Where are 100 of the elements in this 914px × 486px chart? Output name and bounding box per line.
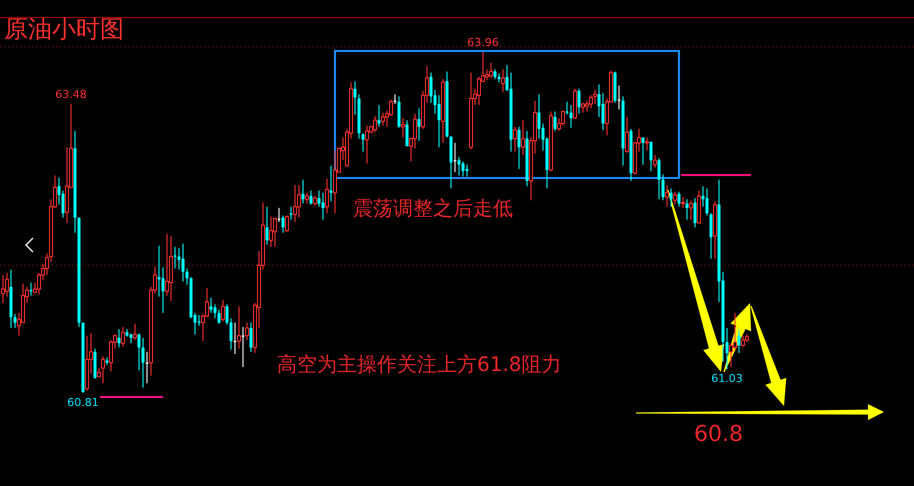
candlestick [578,88,580,114]
candlestick [581,102,585,114]
candlestick [242,326,244,368]
candlestick [365,125,369,164]
candlestick [278,207,280,222]
candlestick [318,190,320,208]
candlestick [378,104,380,128]
candlestick [297,184,301,218]
candlestick [381,112,385,126]
candlestick [710,212,712,260]
candlestick [665,184,669,208]
candlestick [658,158,660,200]
candlestick [566,101,568,116]
candlestick [686,198,688,220]
candlestick [741,335,745,347]
candlestick [133,323,137,340]
candlestick [689,200,693,220]
candlestick [330,165,332,202]
candlestick [130,332,132,344]
candlestick [513,126,517,152]
candlestick [670,188,672,208]
candlestick [305,192,309,204]
candlestick [158,245,160,298]
candlestick [62,190,64,218]
candlestick [210,297,212,314]
candlestick [454,142,456,173]
candlestick [593,89,597,104]
candlestick [430,72,432,104]
candlestick [570,104,572,128]
candlestick [362,132,364,152]
candlestick [394,94,396,104]
candlestick [285,214,289,232]
candlestick [198,314,200,326]
candlestick [218,309,220,324]
candlestick [706,188,708,216]
chart-title: 原油小时图 [4,15,124,43]
candlestick [462,160,464,177]
candlestick [466,164,468,177]
candlestick [678,191,680,208]
candlestick [521,120,525,156]
candlestick [354,80,356,116]
candlestick [186,268,188,286]
candlestick [266,206,268,246]
candlestick [302,179,304,204]
candlestick [245,322,249,340]
candlestick [653,154,657,168]
candlestick [237,306,241,350]
annotation: 63.48 [55,88,87,101]
annotation: 60.81 [67,396,99,409]
candlestick [642,137,644,166]
candlestick [673,191,677,206]
annotation: 61.03 [711,372,743,386]
candlestick [681,196,685,208]
candlestick [625,116,629,154]
candlestick [290,206,292,220]
candlestick [178,247,180,270]
candlestick [406,120,408,147]
candlestick [293,184,297,222]
candlestick [226,304,228,326]
candlestick [162,266,164,314]
candlestick [313,195,317,206]
annotation: 震荡调整之后走低 [353,196,513,220]
candlestick [458,156,460,176]
candlestick [273,217,277,248]
candlestick [333,150,337,214]
candlestick [214,304,216,319]
candlestick [618,85,620,110]
candlestick [234,322,236,355]
candlestick [325,178,329,214]
candlestick [554,111,556,132]
annotation: 63.96 [467,36,499,49]
candlestick [645,137,649,152]
candlestick [14,313,16,329]
candlestick [650,141,652,172]
candlestick [269,216,273,248]
candlestick [538,94,540,140]
candlestick [489,62,493,78]
candlestick [138,332,140,371]
candlestick [401,118,405,138]
candlestick [438,94,440,148]
candlestick [142,337,144,388]
candlestick [282,214,284,234]
candlestick [310,190,312,206]
candlestick [602,92,604,130]
candlestick [221,299,225,322]
candlestick [662,174,664,201]
candlestick [694,198,696,228]
candlestick [146,351,148,384]
candlestick [182,243,184,282]
candlestick [322,192,324,220]
candlestick [230,318,232,350]
candlestick [373,115,377,133]
candlestick [101,356,105,384]
candlestick [726,328,728,370]
candlestick [494,68,496,80]
candlestick [418,108,420,142]
candlestick [121,326,125,347]
candlestick [738,330,740,354]
text: 60.8 [694,422,743,447]
candlestick [501,68,505,93]
